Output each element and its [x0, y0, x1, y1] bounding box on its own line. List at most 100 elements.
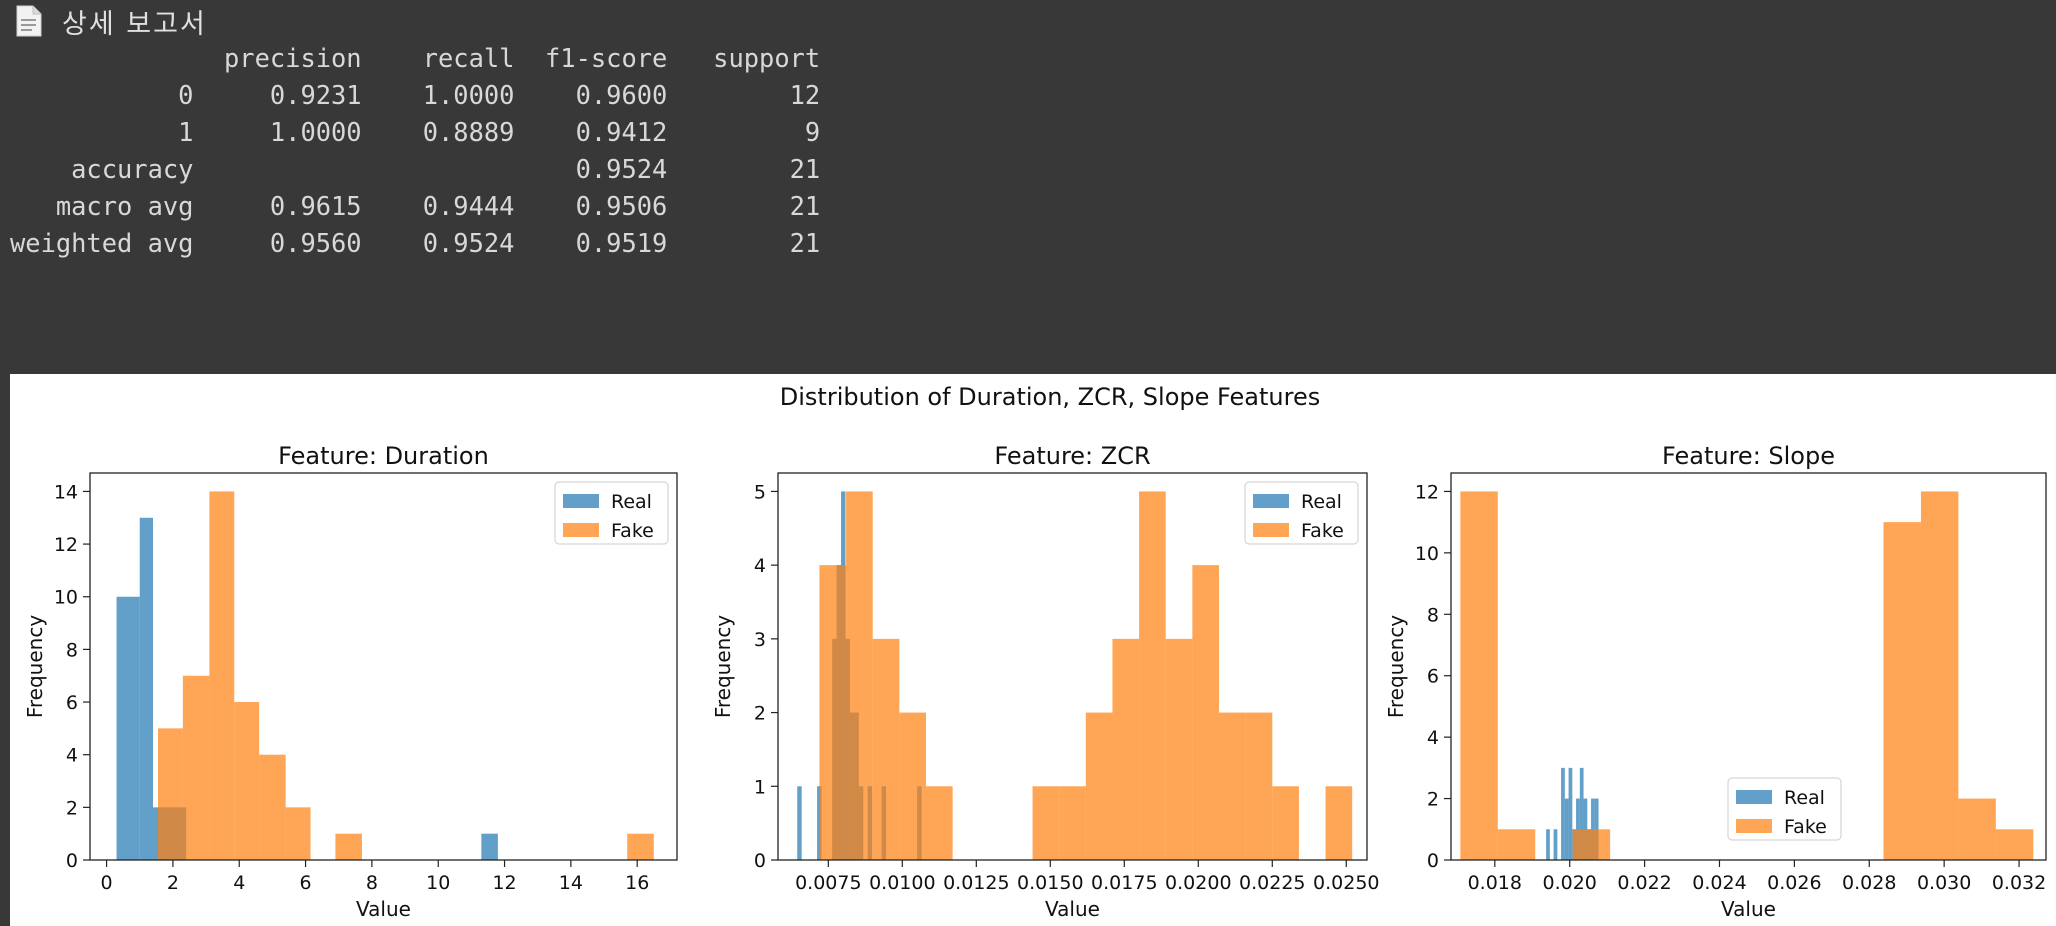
- report-line: weighted avg 0.9560 0.9524 0.9519 21: [10, 228, 821, 258]
- y-tick-label: 8: [66, 639, 78, 661]
- x-tick-label: 0.022: [1617, 872, 1671, 894]
- legend: Real Fake: [554, 481, 669, 545]
- y-tick-label: 2: [1427, 789, 1439, 811]
- legend-swatch-real: [1253, 494, 1289, 508]
- x-tick-label: 8: [366, 872, 378, 894]
- histogram-bar-fake: [1219, 712, 1246, 860]
- x-tick-label: 0.026: [1767, 872, 1821, 894]
- x-tick-label: 6: [300, 872, 312, 894]
- legend-label-fake: Fake: [1301, 520, 1344, 542]
- histogram-bar-fake: [1192, 565, 1220, 860]
- y-tick-label: 0: [1427, 850, 1439, 872]
- y-tick-label: 12: [1415, 481, 1439, 503]
- report-line: macro avg 0.9615 0.9444 0.9506 21: [10, 191, 821, 221]
- x-tick-label: 0.0250: [1313, 872, 1379, 894]
- y-axis-label: Frequency: [711, 615, 735, 718]
- x-axis-label: Value: [1721, 897, 1776, 921]
- x-tick-label: 12: [492, 872, 516, 894]
- report-line: 1 1.0000 0.8889 0.9412 9: [10, 117, 821, 147]
- histogram-bar-fake: [1497, 829, 1536, 860]
- legend-label-real: Real: [1301, 491, 1342, 513]
- report-title: 상세 보고서: [62, 8, 207, 40]
- y-tick-label: 3: [754, 629, 766, 651]
- report-line: 0 0.9231 1.0000 0.9600 12: [10, 80, 821, 110]
- histogram-bar-fake: [1059, 786, 1086, 860]
- subplot-2: 0.018 0.020 0.022 0.024 0.026 0.028 0.030 0.032…: [1384, 442, 2047, 921]
- histogram-bar-fake: [1995, 829, 2034, 860]
- legend-label-fake: Fake: [1784, 816, 1827, 838]
- y-tick-label: 2: [754, 703, 766, 725]
- figure-canvas: Distribution of Duration, ZCR, Slope Fea…: [23, 383, 2047, 921]
- histogram-bar-fake: [1245, 712, 1273, 860]
- histogram-bar-fake: [1572, 829, 1611, 860]
- histogram-bar-fake: [1325, 786, 1353, 860]
- histogram-bar-fake: [1883, 522, 1921, 860]
- y-tick-label: 2: [66, 797, 78, 819]
- x-tick-label: 0.0200: [1165, 872, 1231, 894]
- x-tick-label: 0.028: [1842, 872, 1896, 894]
- histogram-bar-fake: [157, 728, 183, 860]
- x-tick-label: 0.0075: [795, 872, 861, 894]
- x-tick-label: 0.020: [1542, 872, 1596, 894]
- y-tick-label: 4: [1427, 727, 1439, 749]
- histogram-bar-fake: [1085, 712, 1113, 860]
- histogram-bar-fake: [1165, 638, 1193, 860]
- histogram-bar-real: [139, 517, 154, 860]
- histogram-bar-fake: [285, 807, 311, 860]
- subplot-title: Feature: ZCR: [994, 442, 1150, 470]
- classification-report: precision recall f1-score support 0 0.92…: [10, 40, 820, 262]
- histogram-bar-fake: [872, 638, 900, 860]
- y-tick-label: 0: [66, 850, 78, 872]
- x-axis-label: Value: [1045, 897, 1100, 921]
- histogram-bar-real: [1568, 767, 1573, 860]
- histogram-bar-real: [797, 786, 802, 860]
- histogram-bar-fake: [925, 786, 953, 860]
- x-tick-label: 0.0100: [869, 872, 935, 894]
- histogram-bar-real: [1553, 829, 1558, 860]
- legend-swatch-fake: [563, 523, 599, 537]
- histogram-bar-fake: [209, 491, 235, 860]
- x-tick-label: 16: [625, 872, 649, 894]
- y-tick-label: 8: [1427, 604, 1439, 626]
- x-tick-label: 10: [426, 872, 450, 894]
- x-tick-label: 0.018: [1468, 872, 1522, 894]
- x-tick-label: 0.0225: [1239, 872, 1305, 894]
- histogram-bar-fake: [1112, 638, 1140, 860]
- x-tick-label: 2: [167, 872, 179, 894]
- axes-frame: [777, 472, 1368, 861]
- histogram-bar-real: [1564, 798, 1569, 860]
- histogram-bar-real: [817, 786, 822, 860]
- figure-suptitle: Distribution of Duration, ZCR, Slope Fea…: [780, 383, 1320, 411]
- legend-label-real: Real: [1784, 787, 1825, 809]
- histogram-bar-real: [481, 833, 498, 860]
- y-tick-label: 4: [66, 745, 78, 767]
- histogram-bar-real: [1546, 829, 1550, 860]
- y-axis-label: Frequency: [23, 615, 47, 718]
- histogram-bar-fake: [1460, 491, 1498, 860]
- x-tick-label: 0.024: [1692, 872, 1746, 894]
- subplot-1: 0.0075 0.0100 0.0125 0.0150 0.0175 0.0200 0.02…: [711, 442, 1380, 921]
- x-tick-label: 4: [233, 872, 245, 894]
- y-tick-label: 12: [54, 534, 78, 556]
- subplot-title: Feature: Duration: [278, 442, 489, 470]
- histogram-bar-fake: [1139, 491, 1166, 860]
- histogram-bar-fake: [819, 565, 847, 860]
- subplot-0: 0 2 4 6 8 10 12 14 16 0 2 4 6 8 10 12 14 Feature: Duratio…: [23, 442, 678, 921]
- y-tick-label: 0: [754, 850, 766, 872]
- histogram-bar-fake: [1920, 491, 1959, 860]
- legend-swatch-fake: [1736, 819, 1772, 833]
- x-tick-label: 0.0150: [1017, 872, 1083, 894]
- x-tick-label: 0.030: [1917, 872, 1971, 894]
- legend: Real Fake: [1244, 481, 1359, 545]
- y-tick-label: 14: [54, 481, 78, 503]
- histogram-bar-fake: [335, 833, 362, 860]
- y-tick-label: 4: [754, 555, 766, 577]
- y-axis-label: Frequency: [1384, 615, 1408, 718]
- y-tick-label: 6: [1427, 666, 1439, 688]
- legend-swatch-real: [1736, 790, 1772, 804]
- y-tick-label: 1: [754, 776, 766, 798]
- report-header: 상세 보고서: [14, 4, 207, 40]
- histogram-bar-fake: [1032, 786, 1060, 860]
- y-tick-label: 6: [66, 692, 78, 714]
- legend-label-fake: Fake: [611, 520, 654, 542]
